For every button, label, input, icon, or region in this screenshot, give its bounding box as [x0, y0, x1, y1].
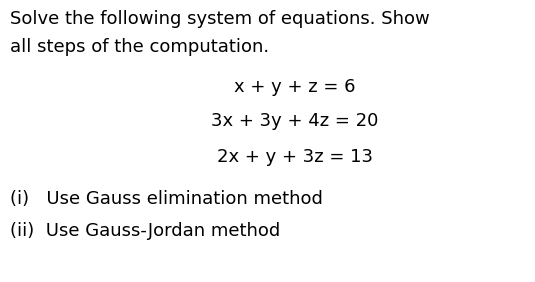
Text: x + y + z = 6: x + y + z = 6	[234, 78, 356, 96]
Text: 3x + 3y + 4z = 20: 3x + 3y + 4z = 20	[211, 112, 379, 130]
Text: (i)   Use Gauss elimination method: (i) Use Gauss elimination method	[10, 190, 323, 208]
Text: 2x + y + 3z = 13: 2x + y + 3z = 13	[217, 148, 373, 166]
Text: (ii)  Use Gauss-Jordan method: (ii) Use Gauss-Jordan method	[10, 222, 280, 240]
Text: all steps of the computation.: all steps of the computation.	[10, 38, 269, 56]
Text: Solve the following system of equations. Show: Solve the following system of equations.…	[10, 10, 430, 28]
